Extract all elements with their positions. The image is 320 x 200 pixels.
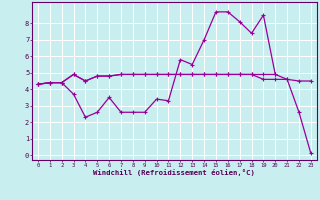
- X-axis label: Windchill (Refroidissement éolien,°C): Windchill (Refroidissement éolien,°C): [93, 169, 255, 176]
